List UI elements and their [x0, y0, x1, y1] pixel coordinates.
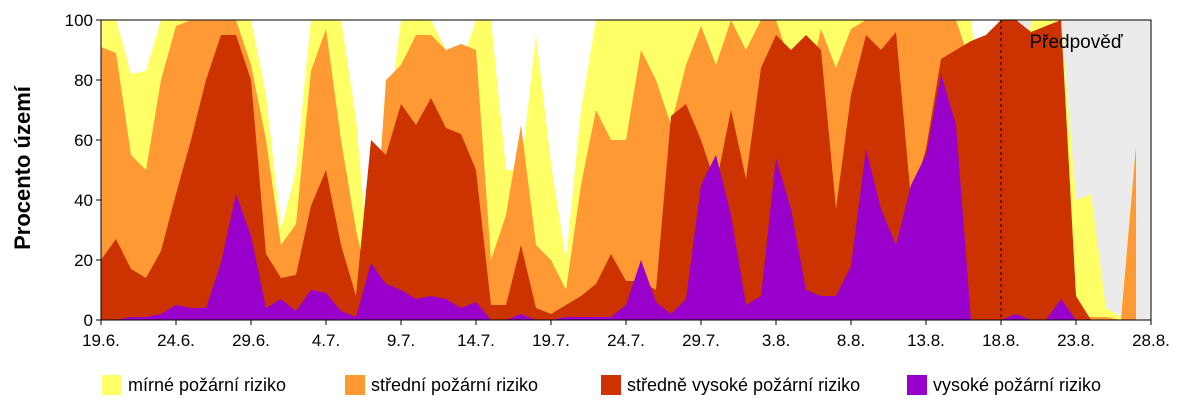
- legend-label: střední požární riziko: [371, 375, 538, 395]
- legend-label: středně vysoké požární riziko: [627, 375, 860, 395]
- y-tick-label: 40: [74, 191, 93, 210]
- forecast-label: Předpověď: [1029, 32, 1122, 53]
- y-tick-label: 100: [65, 11, 93, 30]
- x-tick-label: 19.6.: [82, 331, 120, 350]
- x-tick-label: 3.8.: [762, 331, 790, 350]
- legend-label: mírné požární riziko: [128, 375, 286, 395]
- x-tick-label: 28.8.: [1132, 331, 1170, 350]
- x-tick-label: 8.8.: [837, 331, 865, 350]
- y-tick-label: 0: [84, 311, 93, 330]
- area-vysoke: [101, 74, 1136, 320]
- x-tick-label: 9.7.: [387, 331, 415, 350]
- axes: 0 20 40 60 80 100 19.6. 24.6. 29.6. 4.7. 9.7. 14.7.…: [65, 11, 1170, 350]
- x-tick-label: 24.7.: [607, 331, 645, 350]
- legend-label: vysoké požární riziko: [933, 375, 1101, 395]
- y-tick-label: 80: [74, 71, 93, 90]
- y-axis-label: Procento území: [10, 85, 35, 250]
- forecast-region: Předpověď: [1000, 20, 1123, 320]
- x-tick-label: 18.8.: [982, 331, 1020, 350]
- legend-swatch: [345, 375, 365, 395]
- legend-swatch: [907, 375, 927, 395]
- x-tick-label: 29.7.: [682, 331, 720, 350]
- legend: mírné požární riziko střední požární rizi…: [102, 375, 1101, 395]
- y-tick-label: 60: [74, 131, 93, 150]
- legend-swatch: [601, 375, 621, 395]
- x-tick-label: 14.7.: [457, 331, 495, 350]
- series-areas: [101, 20, 1151, 320]
- x-tick-label: 19.7.: [532, 331, 570, 350]
- legend-swatch: [102, 375, 122, 395]
- x-tick-label: 24.6.: [157, 331, 195, 350]
- x-tick-label: 4.7.: [312, 331, 340, 350]
- x-tick-label: 13.8.: [907, 331, 945, 350]
- x-tick-label: 29.6.: [232, 331, 270, 350]
- x-tick-label: 23.8.: [1057, 331, 1095, 350]
- y-tick-label: 20: [74, 251, 93, 270]
